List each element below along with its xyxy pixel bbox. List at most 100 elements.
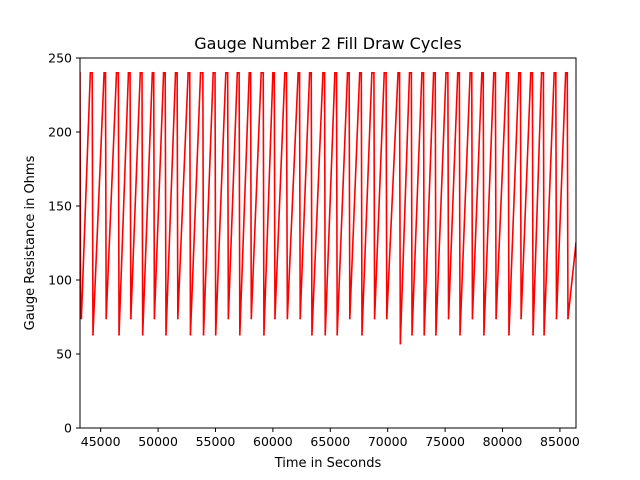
data-point: [224, 71, 227, 74]
data-point: [151, 71, 154, 74]
data-point: [529, 71, 532, 74]
data-point: [249, 71, 252, 74]
data-point: [165, 333, 167, 336]
data-point: [271, 71, 274, 74]
x-tick-label: 85000: [540, 434, 580, 449]
data-point: [311, 333, 313, 336]
x-tick-label: 70000: [368, 434, 408, 449]
x-tick-label: 60000: [253, 434, 293, 449]
data-point: [153, 317, 156, 320]
data-point: [273, 71, 276, 74]
data-point: [456, 71, 459, 74]
data-point: [494, 71, 497, 74]
data-point: [469, 71, 472, 74]
data-point: [226, 71, 229, 74]
data-point: [397, 71, 399, 74]
data-point: [505, 71, 508, 74]
data-point: [422, 71, 425, 74]
data-point: [385, 317, 388, 320]
data-point: [129, 71, 131, 74]
data-point: [263, 333, 265, 336]
data-point: [531, 71, 534, 74]
data-point: [421, 71, 423, 74]
data-point: [214, 71, 216, 74]
y-tick-label: 50: [56, 347, 72, 362]
data-point: [188, 71, 191, 74]
data-point: [91, 71, 94, 74]
data-point: [411, 333, 413, 336]
data-point: [555, 317, 558, 320]
data-point: [187, 71, 190, 74]
data-point: [495, 317, 497, 320]
data-point: [432, 71, 435, 74]
data-point: [323, 71, 326, 74]
data-point: [174, 71, 177, 74]
data-point: [117, 71, 120, 74]
data-point: [227, 317, 230, 320]
data-point: [324, 333, 327, 336]
data-point: [370, 71, 373, 74]
data-point: [373, 71, 375, 74]
data-point: [189, 333, 192, 336]
data-point: [262, 71, 265, 74]
data-point: [507, 71, 510, 74]
data-point: [554, 71, 557, 74]
data-point: [274, 317, 276, 320]
data-point: [543, 333, 545, 336]
data-point: [408, 71, 411, 74]
x-tick-label: 50000: [138, 434, 178, 449]
plot-frame: [79, 57, 577, 429]
data-point: [471, 317, 474, 320]
data-point: [398, 71, 401, 74]
x-tick-label: 65000: [310, 434, 350, 449]
data-point: [162, 71, 165, 74]
data-point: [201, 71, 204, 74]
x-tick-label: 55000: [196, 434, 236, 449]
data-point: [492, 71, 495, 74]
data-point: [139, 71, 142, 74]
data-point: [520, 317, 523, 320]
data-point: [89, 71, 92, 74]
data-point: [92, 333, 94, 336]
data-point: [286, 317, 289, 320]
data-point: [199, 71, 202, 74]
data-point: [285, 71, 288, 74]
y-tick-label: 150: [48, 199, 72, 214]
data-point: [483, 333, 485, 336]
data-point: [104, 71, 107, 74]
y-axis: 0 50 100 150 200 250: [48, 51, 80, 436]
data-point: [176, 71, 179, 74]
data-point: [519, 71, 522, 74]
data-point: [410, 71, 413, 74]
data-point: [105, 317, 108, 320]
data-point: [336, 333, 339, 336]
chart-title: Gauge Number 2 Fill Draw Cycles: [194, 34, 461, 53]
data-point: [566, 71, 569, 74]
data-point: [115, 71, 118, 74]
data-point: [308, 71, 311, 74]
data-point: [310, 71, 313, 74]
x-tick-label: 45000: [81, 434, 121, 449]
data-point: [238, 333, 241, 336]
data-point: [141, 71, 143, 74]
data-point: [118, 333, 120, 336]
data-point: [250, 317, 253, 320]
y-tick-label: 100: [48, 273, 72, 288]
data-point: [540, 71, 543, 74]
plot-area: [79, 57, 577, 429]
data-point: [517, 71, 520, 74]
data-point: [567, 317, 569, 320]
x-tick-label: 80000: [483, 434, 523, 449]
data-point: [480, 71, 483, 74]
data-point: [298, 71, 301, 74]
data-point: [383, 71, 386, 74]
data-point: [127, 71, 130, 74]
data-point: [164, 71, 167, 74]
x-axis-label: Time in Seconds: [274, 456, 382, 471]
data-point: [447, 317, 450, 320]
data-point: [152, 71, 155, 74]
data-point: [446, 71, 449, 74]
data-point: [283, 71, 286, 74]
data-point: [129, 317, 132, 320]
